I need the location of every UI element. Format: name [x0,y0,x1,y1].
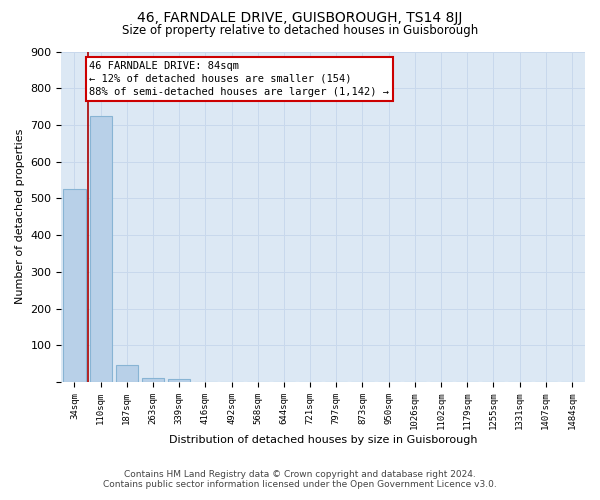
Text: 46 FARNDALE DRIVE: 84sqm
← 12% of detached houses are smaller (154)
88% of semi-: 46 FARNDALE DRIVE: 84sqm ← 12% of detach… [89,60,389,97]
Y-axis label: Number of detached properties: Number of detached properties [15,129,25,304]
Bar [142,378,164,382]
Bar [89,116,112,382]
Text: 46, FARNDALE DRIVE, GUISBOROUGH, TS14 8JJ: 46, FARNDALE DRIVE, GUISBOROUGH, TS14 8J… [137,11,463,25]
Bar [64,189,86,382]
X-axis label: Distribution of detached houses by size in Guisborough: Distribution of detached houses by size … [169,435,478,445]
Text: Size of property relative to detached houses in Guisborough: Size of property relative to detached ho… [122,24,478,37]
Bar [168,379,190,382]
Bar [116,365,138,382]
Text: Contains HM Land Registry data © Crown copyright and database right 2024.
Contai: Contains HM Land Registry data © Crown c… [103,470,497,489]
